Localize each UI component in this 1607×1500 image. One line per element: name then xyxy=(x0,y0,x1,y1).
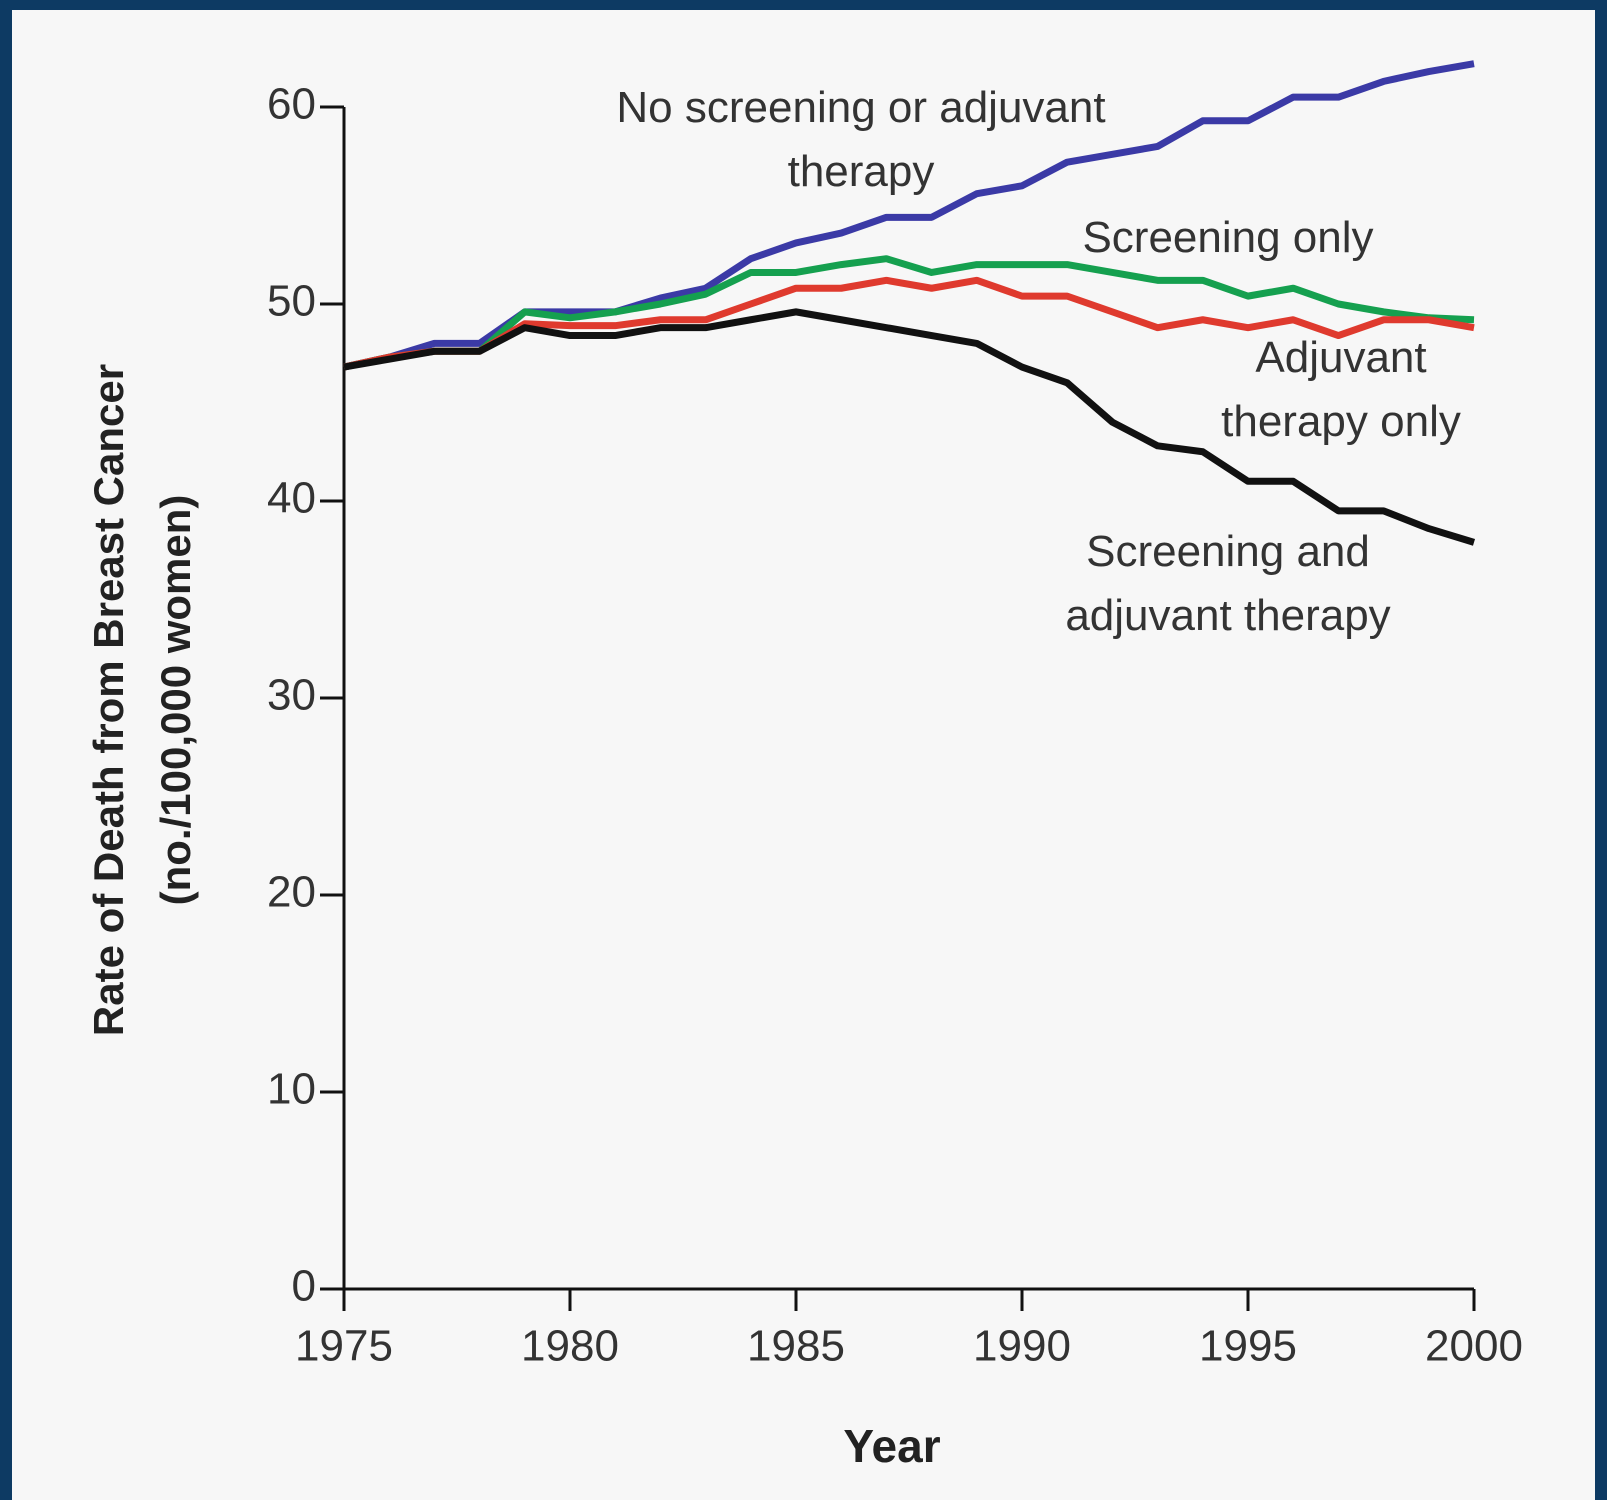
chart-panel: Year Rate of Death from Breast Cancer (n… xyxy=(12,10,1595,1500)
series-label: No screening or adjuvant therapy xyxy=(616,83,1106,196)
y-tick-label: 10 xyxy=(267,1065,316,1114)
series-label: Screening and adjuvant therapy xyxy=(1065,527,1391,640)
y-tick-label: 50 xyxy=(267,277,316,326)
series-line xyxy=(343,255,1475,371)
x-tick-label: 1985 xyxy=(747,1322,845,1371)
x-tick-label: 1995 xyxy=(1199,1322,1297,1371)
y-axis-label: Rate of Death from Breast Cancer xyxy=(85,364,132,1036)
x-tick-label: 1990 xyxy=(973,1322,1071,1371)
series-label: Screening only xyxy=(1082,213,1374,262)
y-tick-label: 20 xyxy=(267,868,316,917)
series-line xyxy=(343,308,1476,546)
series-line xyxy=(343,276,1475,371)
y-tick-label: 60 xyxy=(267,80,316,129)
x-axis-label: Year xyxy=(843,1420,940,1472)
y-tick-label: 30 xyxy=(267,671,316,720)
y-tick-label: 40 xyxy=(267,474,316,523)
x-tick-label: 2000 xyxy=(1425,1322,1523,1371)
y-axis-label: (no./100,000 women) xyxy=(152,495,199,906)
x-tick-label: 1980 xyxy=(521,1322,619,1371)
x-tick-label: 1975 xyxy=(295,1322,393,1371)
chart: Year Rate of Death from Breast Cancer (n… xyxy=(85,60,1523,1472)
series-label: Adjuvant therapy only xyxy=(1221,333,1461,446)
y-tick-label: 0 xyxy=(292,1262,316,1311)
